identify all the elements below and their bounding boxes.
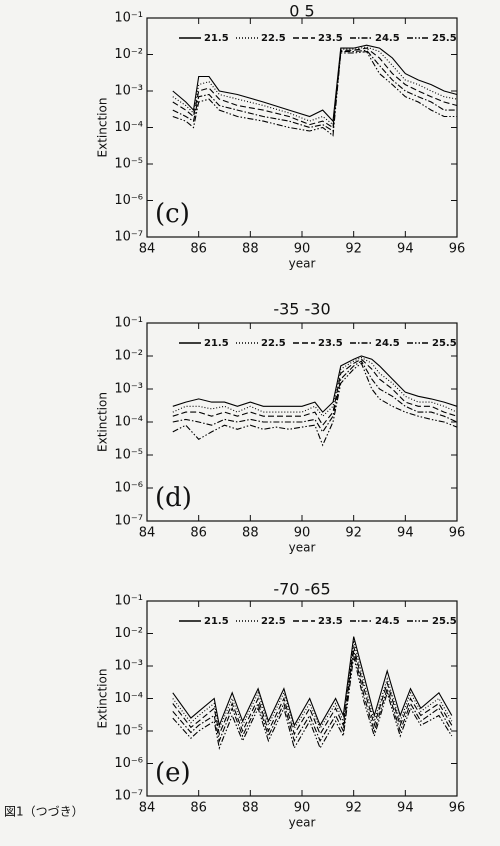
x-tick-label: 94 [397,801,414,816]
y-tick-label: 10⁻¹ [114,316,143,331]
x-tick-label: 88 [242,801,259,816]
y-tick-label: 10⁻⁴ [114,415,143,430]
legend-label: 21.5 [204,33,229,44]
chart-title: -35 -30 [273,300,330,319]
legend-label: 22.5 [261,616,286,627]
x-tick-label: 92 [345,526,362,541]
series-line [172,47,458,129]
series-line [172,355,458,413]
x-tick-label: 94 [397,526,414,541]
caption: 図1（つづき） [4,805,84,819]
chart-title: -70 -65 [273,580,330,599]
x-axis-label: year [289,816,316,830]
panel-label: (e) [155,758,191,788]
y-tick-label: 10⁻⁵ [114,448,143,463]
y-axis-label: Extinction [96,98,110,158]
y-tick-label: 10⁻³ [114,84,143,99]
y-tick-label: 10⁻⁷ [114,789,143,804]
y-axis-label: Extinction [96,392,110,452]
legend-label: 23.5 [318,338,343,349]
series-line [172,640,453,731]
x-tick-label: 86 [190,526,207,541]
series-line [172,46,458,126]
legend-label: 24.5 [375,338,400,349]
series-line [172,650,453,743]
y-tick-label: 10⁻⁷ [114,230,143,245]
x-tick-label: 88 [242,242,259,257]
y-tick-label: 10⁻⁴ [114,120,143,135]
y-tick-label: 10⁻² [114,349,143,364]
x-tick-label: 86 [190,242,207,257]
legend-label: 25.5 [432,33,457,44]
legend-label: 21.5 [204,616,229,627]
legend-label: 22.5 [261,33,286,44]
x-tick-label: 96 [449,801,466,816]
legend-label: 24.5 [375,33,400,44]
y-tick-label: 10⁻⁵ [114,157,143,172]
x-tick-label: 90 [294,242,311,257]
x-axis-label: year [289,541,316,555]
legend-label: 25.5 [432,616,457,627]
series-line [172,362,458,447]
x-tick-label: 94 [397,242,414,257]
panel-label: (c) [155,199,190,229]
y-axis-label: Extinction [96,669,110,729]
series-line [172,44,458,123]
x-tick-label: 96 [449,526,466,541]
x-tick-label: 92 [345,242,362,257]
x-tick-label: 96 [449,242,466,257]
y-tick-label: 10⁻⁵ [114,724,143,739]
x-tick-label: 86 [190,801,207,816]
series-line [172,656,453,750]
y-tick-label: 10⁻⁴ [114,691,143,706]
series-line [172,51,457,137]
x-tick-label: 84 [139,526,156,541]
y-tick-label: 10⁻³ [114,382,143,397]
x-tick-label: 88 [242,526,259,541]
series-line [172,636,453,728]
y-tick-label: 10⁻⁶ [114,193,143,208]
y-tick-label: 10⁻¹ [114,594,143,609]
y-tick-label: 10⁻¹ [114,11,143,26]
legend-label: 21.5 [204,338,229,349]
legend-label: 22.5 [261,338,286,349]
y-tick-label: 10⁻⁶ [114,756,143,771]
x-tick-label: 84 [139,801,156,816]
y-tick-label: 10⁻³ [114,659,143,674]
y-tick-label: 10⁻⁷ [114,514,143,529]
x-tick-label: 92 [345,801,362,816]
chart-title: 0 5 [289,2,314,21]
y-tick-label: 10⁻⁶ [114,481,143,496]
legend-label: 24.5 [375,616,400,627]
panel-label: (d) [155,483,192,513]
x-tick-label: 84 [139,242,156,257]
x-axis-label: year [289,257,316,271]
x-tick-label: 90 [294,801,311,816]
series-line [172,646,453,736]
legend-label: 23.5 [318,33,343,44]
y-tick-label: 10⁻² [114,626,143,641]
series-line [172,49,457,132]
legend-label: 23.5 [318,616,343,627]
x-tick-label: 90 [294,526,311,541]
y-tick-label: 10⁻² [114,47,143,62]
legend-label: 25.5 [432,338,457,349]
